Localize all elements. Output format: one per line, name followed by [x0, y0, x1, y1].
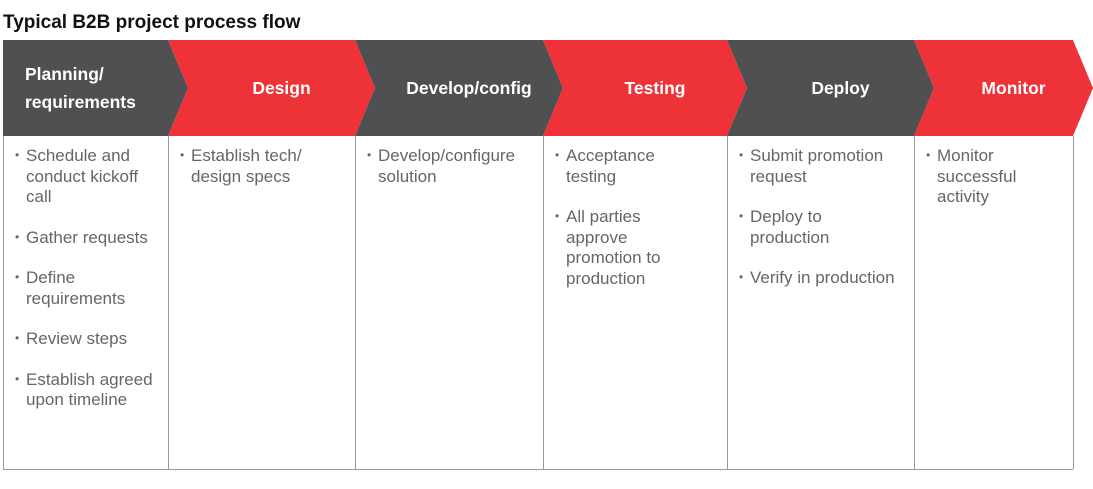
item: Gather requests: [15, 227, 156, 249]
item: All parties approve promotion to product…: [555, 206, 684, 289]
stage-label: Develop/config: [406, 78, 532, 98]
title: Typical B2B project process flow: [3, 12, 301, 33]
stage-label: Design: [252, 78, 311, 98]
stage-items: Acceptance testing All parties approve pr…: [555, 145, 684, 309]
item: Monitor successful activity: [926, 145, 1047, 208]
chevron: [914, 40, 1093, 136]
stage-label: Monitor: [981, 78, 1046, 98]
item: Deploy to production: [739, 206, 900, 248]
stage-items: Develop/configure solution: [367, 145, 538, 207]
stage-items: Schedule and conduct kickoff call Gather …: [15, 145, 156, 431]
item: Define requirements: [15, 267, 156, 309]
stage-items: Submit promotion request Deploy to produc…: [739, 145, 900, 309]
chevron: [727, 40, 934, 136]
chevron: [3, 40, 188, 136]
item: Submit promotion request: [739, 145, 900, 187]
chevron: [355, 40, 563, 136]
item: Establish tech/ design specs: [180, 145, 331, 187]
item: Establish agreed upon timeline: [15, 369, 156, 411]
chevron: [543, 40, 747, 136]
stage-items: Establish tech/ design specs: [180, 145, 331, 207]
item: Schedule and conduct kickoff call: [15, 145, 156, 208]
item: Acceptance testing: [555, 145, 684, 187]
chevron: [168, 40, 375, 136]
stage-label: Planning/ requirements: [25, 64, 136, 112]
stage-label: Testing: [624, 78, 686, 98]
item: Verify in production: [739, 267, 900, 289]
stage-items: Monitor successful activity: [926, 145, 1047, 228]
stage-label: Deploy: [811, 78, 870, 98]
item: Develop/configure solution: [367, 145, 538, 187]
item: Review steps: [15, 328, 156, 350]
